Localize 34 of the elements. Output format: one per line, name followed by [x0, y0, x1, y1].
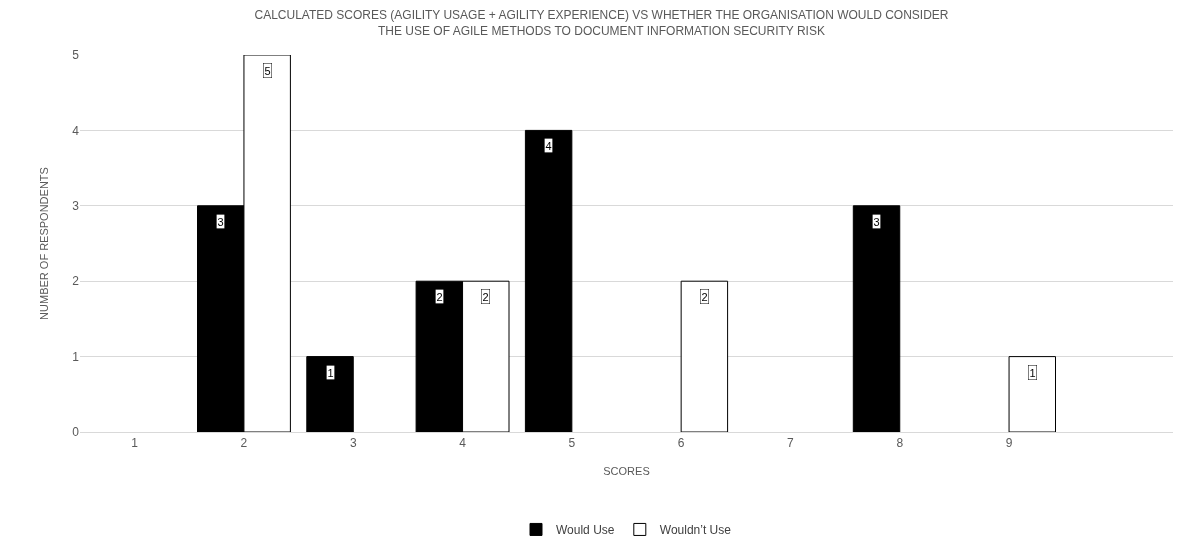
data-label: 3 [873, 215, 880, 228]
data-label: 4 [545, 139, 552, 152]
bar [680, 280, 729, 432]
data-label: 5 [264, 64, 271, 77]
y-tick-label: 1 [72, 349, 80, 364]
y-tick-label: 4 [72, 123, 80, 138]
chart-title: CALCULATED SCORES (AGILITY USAGE + AGILITY EXPERIENCE) VS WHETHER THE ORGANISATION WOULD CONSIDER THE USE OF AGILE METHODS TO DOCUMENT INFORMATION SECURITY RISK [254, 8, 949, 39]
data-label: 3 [217, 215, 224, 228]
x-tick-label: 6 [677, 436, 685, 451]
x-tick-label: 2 [240, 436, 248, 451]
x-tick-label: 8 [896, 436, 904, 451]
x-tick-label: 1 [131, 436, 139, 451]
y-tick-label: 3 [72, 199, 80, 213]
data-label: 2 [436, 290, 443, 303]
bar [852, 205, 901, 432]
y-tick-label: 5 [72, 48, 80, 63]
x-axis-title: SCORES [603, 465, 650, 477]
y-tick-label: 2 [72, 274, 80, 289]
bar [1008, 356, 1056, 432]
legend-label: Wouldn’t Use [659, 523, 732, 538]
bar [306, 356, 354, 432]
x-tick-label: 4 [459, 436, 467, 451]
y-tick-label: 0 [72, 425, 80, 440]
data-label: 2 [701, 290, 708, 303]
data-label: 2 [482, 290, 489, 303]
x-tick-label: 3 [349, 436, 357, 451]
x-tick-label: 9 [1005, 436, 1013, 451]
y-axis-title: NUMBER OF RESPONDENTS [38, 167, 50, 320]
data-label: 1 [1029, 366, 1036, 379]
data-label: 1 [327, 366, 334, 379]
bar [524, 129, 573, 432]
x-tick-label: 7 [787, 436, 795, 451]
legend-label: Would Use [556, 523, 615, 538]
x-tick-label: 5 [568, 436, 576, 451]
